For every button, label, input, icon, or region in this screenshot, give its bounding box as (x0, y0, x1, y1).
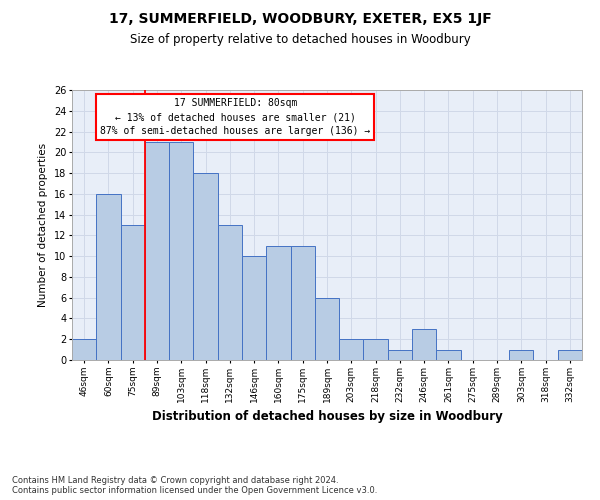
Text: Size of property relative to detached houses in Woodbury: Size of property relative to detached ho… (130, 32, 470, 46)
Bar (509, 350, 533, 360)
Bar (436, 350, 461, 360)
Bar (218, 225, 242, 360)
Bar (169, 142, 193, 360)
Bar (290, 246, 315, 360)
Bar (388, 350, 412, 360)
Text: 17, SUMMERFIELD, WOODBURY, EXETER, EX5 1JF: 17, SUMMERFIELD, WOODBURY, EXETER, EX5 1… (109, 12, 491, 26)
Bar (72, 339, 96, 360)
Text: Contains public sector information licensed under the Open Government Licence v3: Contains public sector information licen… (12, 486, 377, 495)
Bar (266, 246, 290, 360)
Bar (412, 329, 436, 360)
Bar (364, 339, 388, 360)
Bar (558, 350, 582, 360)
Y-axis label: Number of detached properties: Number of detached properties (38, 143, 49, 307)
Bar (96, 194, 121, 360)
X-axis label: Distribution of detached houses by size in Woodbury: Distribution of detached houses by size … (152, 410, 502, 424)
Bar (145, 142, 169, 360)
Text: Contains HM Land Registry data © Crown copyright and database right 2024.: Contains HM Land Registry data © Crown c… (12, 476, 338, 485)
Bar (242, 256, 266, 360)
Text: 17 SUMMERFIELD: 80sqm
← 13% of detached houses are smaller (21)
87% of semi-deta: 17 SUMMERFIELD: 80sqm ← 13% of detached … (100, 98, 370, 136)
Bar (193, 173, 218, 360)
Bar (339, 339, 364, 360)
Bar (121, 225, 145, 360)
Bar (315, 298, 339, 360)
